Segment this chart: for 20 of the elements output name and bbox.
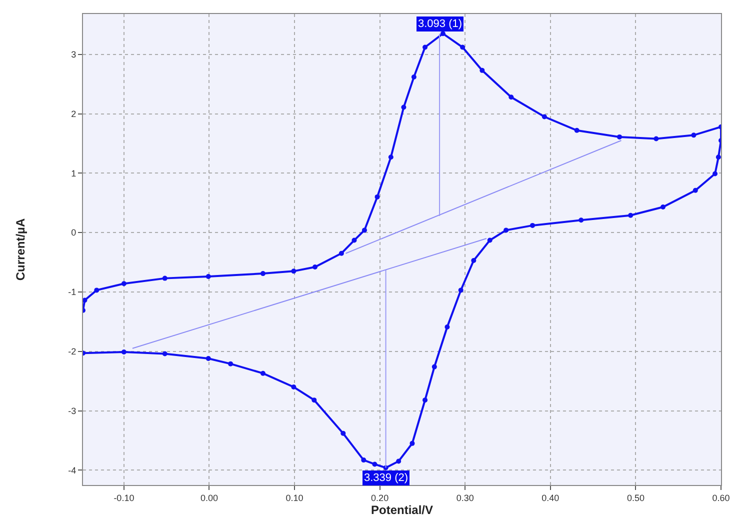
x-tick-label: -0.10: [114, 492, 134, 503]
x-tick-label: 0.30: [456, 492, 474, 503]
x-tick-label: 0.20: [371, 492, 389, 503]
x-tick-label: 0.50: [626, 492, 644, 503]
x-tick-label: 0.40: [542, 492, 560, 503]
annotation: 3.093 (1): [418, 18, 462, 30]
annotation: 3.339 (2): [364, 472, 408, 484]
x-tick-label: 0.00: [200, 492, 218, 503]
y-tick-label: 1: [71, 168, 76, 178]
y-tick-label: -3: [68, 406, 76, 416]
y-tick-label: -2: [68, 346, 76, 357]
y-tick-label: -1: [68, 287, 76, 298]
y-tick-label: 2: [71, 108, 76, 119]
x-tick-label: 0.10: [286, 492, 304, 503]
y-tick-label: -4: [68, 465, 76, 476]
x-tick-label: 0.60: [712, 492, 730, 503]
y-tick-label: 3: [71, 50, 76, 60]
x-axis-title: Potential/V: [370, 502, 434, 517]
y-axis-title: Current/µA: [13, 218, 28, 281]
y-tick-label: 0: [71, 228, 76, 238]
